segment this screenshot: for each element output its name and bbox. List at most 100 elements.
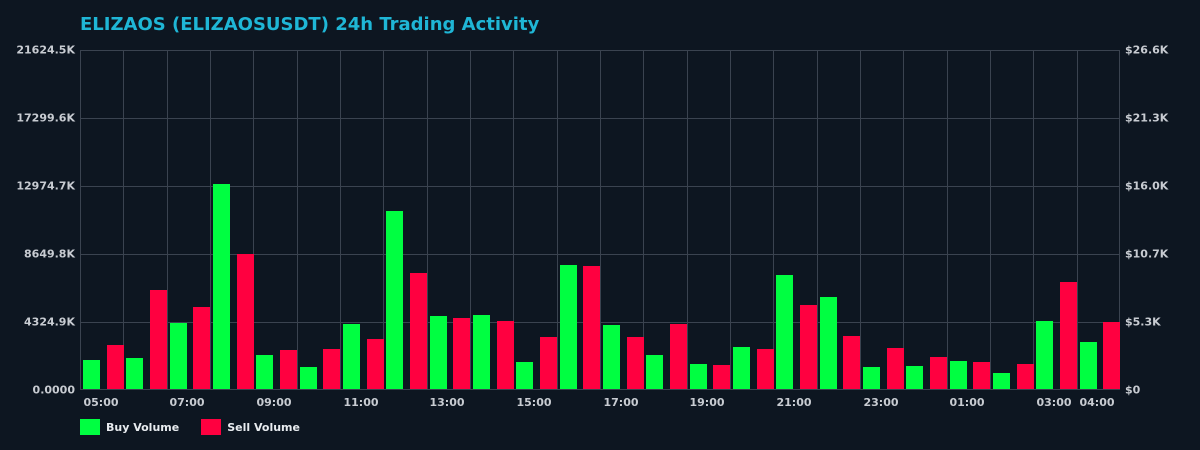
x-tick: 19:00 [689, 396, 725, 409]
grid-line-vertical [426, 51, 428, 389]
y-tick-left: 17299.6K [16, 111, 75, 125]
bar-buy[interactable] [863, 366, 880, 389]
bar-buy[interactable] [993, 372, 1010, 389]
bar-sell[interactable] [799, 305, 817, 389]
bar-sell[interactable] [453, 317, 471, 389]
grid-line-vertical [470, 51, 471, 389]
x-tick: 11:00 [343, 396, 379, 409]
bar-buy[interactable] [256, 354, 274, 389]
bar-buy[interactable] [559, 265, 577, 389]
grid-line-vertical [730, 51, 731, 389]
x-tick: 17:00 [603, 396, 639, 409]
bar-buy[interactable] [819, 297, 837, 389]
bar-buy[interactable] [169, 322, 187, 389]
bar-buy[interactable] [776, 275, 794, 389]
bar-sell[interactable] [973, 361, 991, 389]
grid-line-vertical [773, 51, 775, 389]
grid-line-vertical [166, 51, 168, 389]
grid-line-vertical [556, 51, 558, 389]
sell-swatch [201, 419, 222, 435]
legend-sell[interactable]: Sell Volume [201, 419, 300, 435]
grid-line-vertical [340, 51, 341, 389]
legend-buy-label: Buy Volume [106, 420, 180, 434]
y-tick-right: $16.0K [1125, 179, 1169, 193]
bar-sell[interactable] [756, 348, 774, 389]
grid-line-vertical [816, 51, 818, 389]
grid-line-vertical [643, 51, 645, 389]
grid-line-vertical [253, 51, 255, 389]
bar-sell[interactable] [279, 349, 297, 389]
x-tick: 01:00 [949, 396, 985, 409]
bar-buy[interactable] [906, 365, 924, 389]
y-tick-left: 4324.9K [24, 315, 75, 329]
y-tick-left: 21624.5K [16, 43, 75, 57]
x-tick: 04:00 [1079, 396, 1115, 409]
y-tick-right: $0 [1125, 383, 1141, 397]
y-tick-right: $5.3K [1125, 315, 1161, 329]
bar-buy[interactable] [1079, 341, 1097, 389]
grid-line-vertical [600, 51, 601, 389]
bar-buy[interactable] [343, 323, 360, 389]
legend-buy[interactable]: Buy Volume [80, 419, 179, 435]
bar-buy[interactable] [213, 183, 230, 389]
bar-buy[interactable] [949, 360, 967, 389]
bar-sell[interactable] [106, 344, 124, 389]
x-tick: 05:00 [83, 396, 119, 409]
grid-line-vertical [1033, 51, 1035, 389]
bar-buy[interactable] [689, 363, 707, 389]
x-tick: 03:00 [1036, 396, 1072, 409]
grid-line-vertical [946, 51, 948, 389]
bar-sell[interactable] [669, 323, 687, 389]
bar-sell[interactable] [539, 336, 557, 389]
bar-buy[interactable] [126, 357, 144, 389]
grid-line-vertical [123, 51, 125, 389]
bar-sell[interactable] [583, 266, 601, 389]
y-tick-left: 12974.7K [16, 179, 75, 193]
bar-sell[interactable] [496, 320, 514, 389]
bar-buy[interactable] [733, 346, 750, 389]
bar-sell[interactable] [236, 254, 254, 389]
bar-sell[interactable] [843, 335, 861, 389]
x-tick: 09:00 [256, 396, 292, 409]
bar-buy[interactable] [516, 361, 534, 389]
bar-sell[interactable] [323, 348, 341, 389]
bar-sell[interactable] [713, 364, 731, 389]
bar-buy[interactable] [429, 315, 447, 389]
bar-sell[interactable] [1103, 321, 1121, 389]
bar-sell[interactable] [366, 338, 384, 389]
bar-sell[interactable] [626, 336, 644, 389]
grid-line-vertical [903, 51, 905, 389]
bar-sell[interactable] [149, 290, 167, 389]
grid-line-vertical [860, 51, 861, 389]
grid-line-vertical [1076, 51, 1078, 389]
x-tick: 15:00 [516, 396, 552, 409]
y-tick-left: 0.0000 [32, 383, 75, 397]
bar-sell[interactable] [886, 347, 904, 389]
bar-buy[interactable] [603, 324, 620, 389]
grid-line-vertical [383, 51, 385, 389]
bar-sell[interactable] [409, 273, 427, 389]
bar-buy[interactable] [473, 314, 490, 389]
bar-buy[interactable] [1036, 320, 1054, 389]
grid-line-vertical [513, 51, 515, 389]
x-tick: 23:00 [863, 396, 899, 409]
buy-swatch [80, 419, 100, 435]
bar-sell[interactable] [1016, 363, 1034, 389]
grid-line-vertical [296, 51, 298, 389]
bar-buy[interactable] [646, 354, 664, 389]
x-tick: 21:00 [776, 396, 812, 409]
legend-sell-label: Sell Volume [227, 420, 300, 434]
legend: Buy Volume Sell Volume [80, 419, 322, 435]
bar-buy[interactable] [299, 366, 317, 389]
bar-sell[interactable] [929, 356, 947, 389]
y-tick-right: $10.7K [1125, 247, 1169, 261]
bar-buy[interactable] [83, 359, 100, 389]
y-tick-right: $21.3K [1125, 111, 1169, 125]
chart-title: ELIZAOS (ELIZAOSUSDT) 24h Trading Activi… [80, 14, 540, 35]
bar-sell[interactable] [193, 307, 211, 389]
bar-sell[interactable] [1059, 282, 1077, 389]
y-tick-left: 8649.8K [24, 247, 75, 261]
y-tick-right: $26.6K [1125, 43, 1169, 57]
bar-buy[interactable] [386, 210, 404, 389]
x-tick: 07:00 [169, 396, 205, 409]
